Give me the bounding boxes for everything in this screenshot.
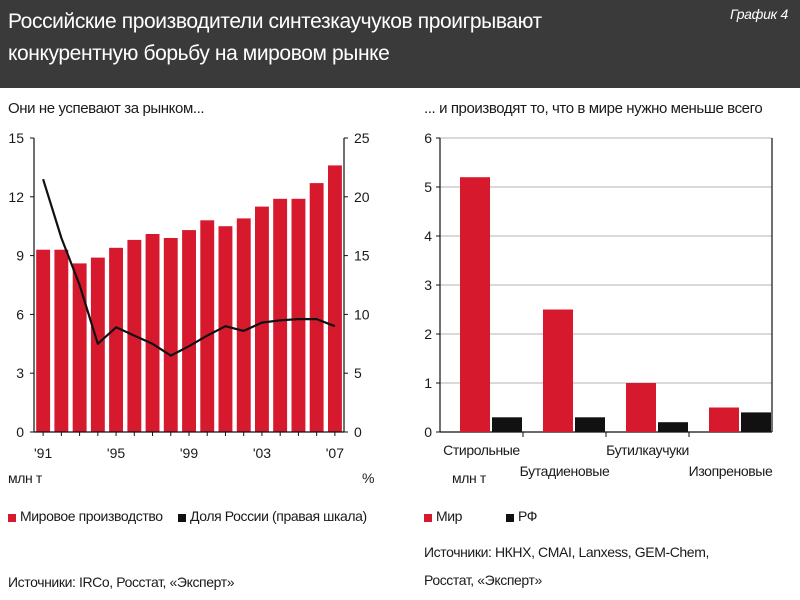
right-y-tick-label-0: 0 [354,424,362,440]
legend-swatch-russia-share [178,514,186,522]
left-y-tick-label-6: 6 [16,306,24,322]
bar-rf-2 [575,417,605,432]
x-tick-label-2003: '03 [253,445,271,461]
bar-rf-1 [492,417,522,432]
category-label-4: Изопреновые [689,463,773,479]
right-chart-y-tick-label-5: 5 [424,179,432,195]
right-chart-y-tick-label-6: 6 [424,130,432,146]
right-sources-line2: Росстат, «Эксперт» [424,572,542,588]
right-chart-y-tick-label-3: 3 [424,277,432,293]
bar-world-1 [460,177,490,432]
chart-title: Российские производители синтезкаучуков … [8,6,708,70]
left-y-tick-label-3: 3 [16,365,24,381]
left-y-tick-label-9: 9 [16,248,24,264]
left-line-group [42,178,336,357]
bar-world-production-1991 [36,249,51,432]
right-y-tick-label-25: 25 [354,130,370,146]
legend-swatch-world [424,514,432,522]
bar-world-production-1998 [163,238,178,432]
category-label-2: Бутадиеновые [520,463,610,479]
left-y-tick-label-0: 0 [16,424,24,440]
x-tick-label-1999: '99 [180,445,198,461]
bar-world-production-2002 [236,218,251,432]
left-sources: Источники: IRCo, Росстат, «Эксперт» [8,574,235,590]
left-bars-group [36,165,342,432]
right-y-tick-label-15: 15 [354,248,370,264]
legend-swatch-world-production [8,514,16,522]
bar-world-production-2000 [200,220,215,432]
chart-title-line1: Российские производители синтезкаучуков … [8,10,542,33]
legend-label-rf: РФ [518,508,538,524]
right-chart-y-tick-label-2: 2 [424,326,432,342]
chart-title-line2: конкурентную борьбу на мировом рынке [8,42,390,65]
left-y-tick-label-12: 12 [8,189,24,205]
left-unit-label: млн т [8,470,42,486]
right-subtitle: ... и производят то, что в мире нужно ме… [424,100,763,117]
bar-world-production-2003 [255,206,269,432]
right-chart-y-tick-label-1: 1 [424,375,432,391]
category-label-3: Бутилкаучуки [606,442,689,458]
bar-world-production-1995 [109,247,123,432]
legend-label-world: Мир [436,508,463,524]
legend-swatch-rf [506,514,514,522]
bar-world-2 [543,309,573,432]
x-tick-label-1991: '91 [34,445,52,461]
right-y-tick-label-5: 5 [354,365,362,381]
bar-world-production-2004 [273,198,288,432]
bar-world-4 [709,407,739,432]
x-tick-label-1995: '95 [107,445,125,461]
bar-world-production-1999 [182,230,196,432]
left-axes-group: 0 3 6 9 12 15 0 5 10 15 20 25 '91 '95 '99 '03 '07 [8,130,369,461]
bar-world-production-1992 [54,249,69,432]
bar-world-production-1997 [145,234,160,432]
bar-world-production-2006 [309,183,324,432]
bar-rf-4 [741,412,771,432]
x-tick-label-2007: '07 [326,445,344,461]
right-chart-y-tick-label-4: 4 [424,228,432,244]
right-chart-y-tick-label-0: 0 [424,424,432,440]
right-sources-line1: Источники: НКНХ, CMAI, Lanxess, GEM-Chem… [424,544,709,560]
legend-label-world-production: Мировое производство [20,508,163,524]
bar-rf-3 [658,422,688,432]
category-label-1: Стирольные [443,442,520,458]
bar-world-production-1993 [72,263,87,432]
bar-world-production-2007 [328,165,342,432]
right-axis-unit-label: % [362,470,375,486]
chart-number-badge: График 4 [730,6,788,22]
right-y-tick-label-10: 10 [354,306,370,322]
left-subtitle: Они не успевают за рынком... [8,100,205,117]
bar-world-production-2001 [218,226,233,432]
right-y-tick-label-20: 20 [354,189,370,205]
chart-header: Российские производители синтезкаучуков … [0,0,800,88]
left-y-tick-label-15: 15 [8,130,24,146]
right-unit-label: млн т [452,470,486,486]
legend-label-russia-share: Доля России (правая шкала) [190,508,367,524]
bar-world-3 [626,383,656,432]
bar-world-production-2005 [291,198,306,432]
